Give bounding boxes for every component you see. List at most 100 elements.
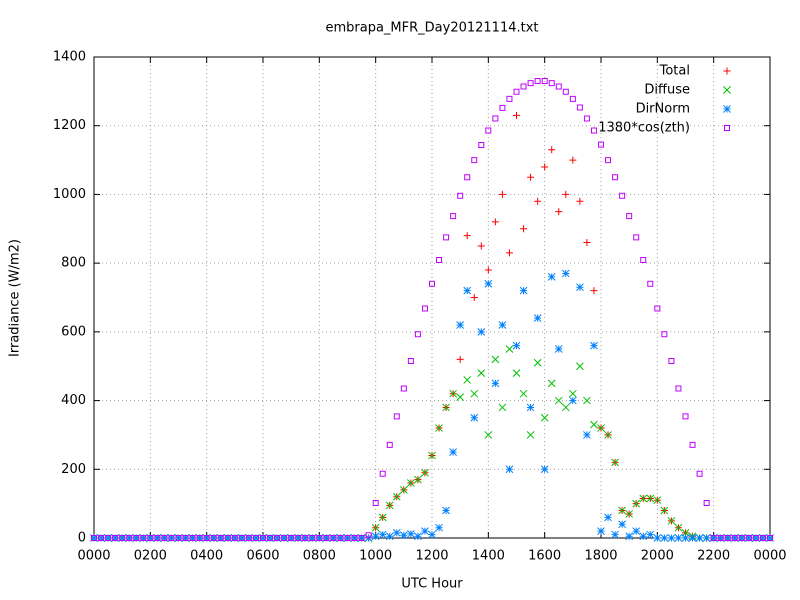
data-point xyxy=(526,431,535,439)
data-point xyxy=(105,535,112,541)
data-point xyxy=(477,242,485,250)
data-point xyxy=(618,520,626,529)
data-point xyxy=(442,506,450,515)
data-point xyxy=(632,499,641,508)
data-point xyxy=(456,321,465,329)
y-tick-label: 200 xyxy=(61,462,86,477)
data-point xyxy=(98,535,105,541)
data-point xyxy=(506,95,513,102)
data-point xyxy=(322,534,331,542)
data-point xyxy=(646,530,655,539)
data-point xyxy=(414,532,422,541)
data-point xyxy=(660,534,669,542)
data-point xyxy=(91,535,97,541)
data-point xyxy=(611,530,619,539)
data-point xyxy=(717,535,724,541)
data-point xyxy=(484,431,493,439)
data-point xyxy=(661,331,668,338)
data-point xyxy=(175,535,182,541)
data-point xyxy=(716,534,725,542)
data-point xyxy=(443,234,450,241)
data-point xyxy=(498,190,506,198)
data-point xyxy=(724,535,731,541)
data-point xyxy=(484,266,492,274)
data-point xyxy=(696,470,703,477)
data-point xyxy=(527,173,535,181)
data-point xyxy=(745,534,753,542)
data-point xyxy=(534,197,542,205)
data-point xyxy=(209,534,218,542)
x-tick-label: 0200 xyxy=(134,549,167,564)
data-point xyxy=(470,413,479,422)
data-point xyxy=(513,88,520,95)
data-point xyxy=(407,358,414,365)
data-point xyxy=(619,192,626,199)
data-point xyxy=(231,535,238,541)
data-point xyxy=(252,535,259,541)
data-point xyxy=(97,534,105,542)
data-point xyxy=(379,470,386,477)
data-point xyxy=(126,535,133,541)
data-point xyxy=(674,523,683,532)
y-tick-label: 800 xyxy=(61,256,86,271)
data-point xyxy=(457,192,464,199)
data-point xyxy=(421,527,429,535)
chart-title: embrapa_MFR_Day20121114.txt xyxy=(325,21,538,36)
data-point xyxy=(260,535,266,541)
data-point xyxy=(668,358,675,365)
data-point xyxy=(512,341,521,350)
data-point xyxy=(540,413,549,422)
data-point xyxy=(554,396,563,405)
data-point xyxy=(436,257,443,264)
data-point xyxy=(471,157,478,164)
data-point xyxy=(315,534,324,542)
data-point xyxy=(267,535,274,541)
data-point xyxy=(167,534,176,542)
data-point xyxy=(435,424,443,432)
y-tick-label: 1000 xyxy=(53,187,86,202)
data-point xyxy=(302,535,309,541)
data-point xyxy=(344,535,351,541)
data-point xyxy=(561,269,570,278)
data-point xyxy=(520,225,528,233)
x-tick-label: 0000 xyxy=(77,549,110,564)
data-point xyxy=(316,535,323,541)
data-point xyxy=(385,501,394,510)
data-point xyxy=(709,534,718,542)
data-point xyxy=(385,532,394,541)
data-point xyxy=(491,218,499,226)
data-point xyxy=(273,534,281,542)
data-point xyxy=(450,213,457,220)
data-point xyxy=(513,111,520,119)
data-point xyxy=(590,127,597,134)
data-point xyxy=(576,197,584,205)
data-point xyxy=(371,532,380,541)
data-point xyxy=(548,80,555,87)
data-point xyxy=(196,535,203,541)
x-tick-label: 0000 xyxy=(753,549,786,564)
data-point xyxy=(766,534,774,542)
data-point xyxy=(280,534,288,542)
data-point xyxy=(182,535,189,541)
data-point xyxy=(133,535,140,541)
data-point xyxy=(414,331,421,338)
data-point xyxy=(245,534,253,542)
data-point xyxy=(351,535,358,541)
legend-marker xyxy=(723,67,731,75)
y-tick-label: 0 xyxy=(78,531,86,546)
y-tick-label: 600 xyxy=(61,324,86,339)
y-tick-label: 400 xyxy=(61,393,86,408)
data-point xyxy=(633,234,640,241)
data-point xyxy=(597,424,605,432)
data-point xyxy=(407,530,415,538)
data-point xyxy=(611,458,619,467)
data-point xyxy=(336,534,345,542)
data-point xyxy=(203,535,210,541)
data-point xyxy=(583,431,591,439)
data-point xyxy=(583,396,591,405)
data-point xyxy=(399,531,408,540)
data-point xyxy=(112,535,119,541)
data-point xyxy=(738,535,745,541)
data-point xyxy=(759,534,767,542)
data-point xyxy=(329,534,338,542)
